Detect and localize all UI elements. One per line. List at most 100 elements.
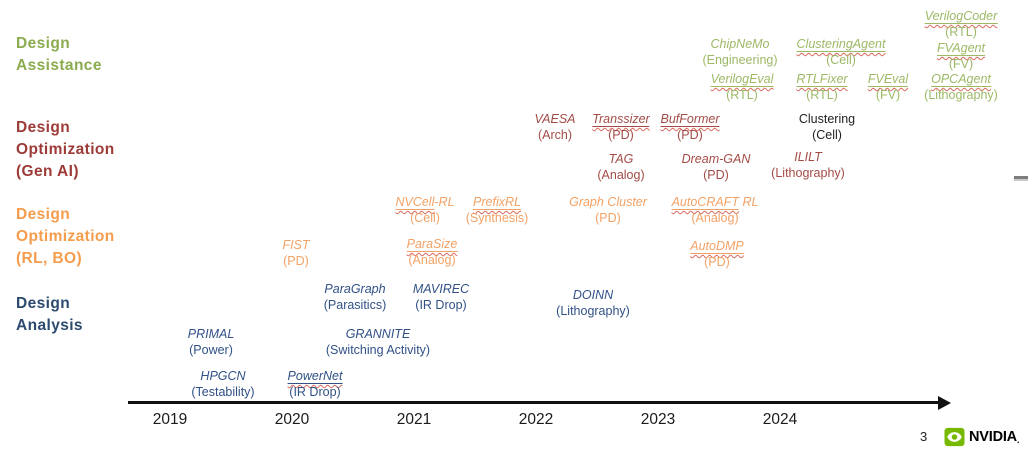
item-name: ParaSize: [406, 237, 458, 252]
year-label-2020: 2020: [274, 411, 310, 428]
timeline-item-dream-gan: Dream-GAN (PD): [682, 151, 751, 183]
item-category: (Analog): [597, 168, 645, 182]
item-category: (RTL): [945, 25, 977, 39]
item-name: OPCAgent: [931, 72, 991, 87]
item-category: (PD): [704, 255, 730, 269]
item-category: (PD): [703, 168, 729, 182]
timeline-item-parasize[interactable]: ParaSize (Analog): [406, 236, 458, 268]
item-name: AutoCRAFT RL: [671, 195, 759, 210]
item-category: (Power): [189, 343, 233, 357]
item-category: (Lithography): [556, 304, 630, 318]
timeline-item-verilogeval[interactable]: VerilogEval (RTL): [710, 71, 774, 103]
timeline-item-ililt: ILILT (Lithography): [771, 149, 845, 181]
item-name: PRIMAL: [187, 327, 235, 341]
timeline-item-graph-cluster: Graph Cluster (PD): [569, 194, 647, 226]
nvidia-eye-icon: [944, 427, 965, 447]
item-category: (IR Drop): [289, 385, 341, 399]
year-label-2019: 2019: [152, 411, 188, 428]
timeline-item-tag: TAG (Analog): [597, 151, 644, 183]
item-category: (Engineering): [702, 53, 778, 67]
item-category: (Lithography): [771, 166, 845, 180]
year-label-2022: 2022: [518, 411, 554, 428]
item-category: (RTL): [806, 88, 838, 102]
timeline-item-vaesa: VAESA (Arch): [535, 111, 576, 143]
timeline-item-autocraft[interactable]: AutoCRAFT RL (Analog): [671, 194, 759, 226]
item-name: FVEval: [867, 72, 909, 87]
item-category: (Parasitics): [323, 298, 387, 312]
timeline-item-nvcell[interactable]: NVCell-RL (Cell): [395, 194, 455, 226]
item-name: PowerNet: [287, 369, 343, 384]
item-name: NVCell-RL: [395, 195, 455, 210]
year-label-2023: 2023: [640, 411, 676, 428]
item-category: (Arch): [537, 128, 573, 142]
nvidia-wordmark: NVIDIA: [969, 429, 1019, 445]
row-label-design-analysis: Design Analysis: [16, 295, 83, 334]
timeline-item-rtlfixer[interactable]: RTLFixer (RTL): [796, 71, 848, 103]
item-name: VAESA: [534, 112, 576, 126]
timeline-item-verilogcoder[interactable]: VerilogCoder (RTL): [924, 8, 998, 40]
timeline-item-grannite: GRANNITE (Switching Activity): [326, 326, 430, 358]
timeline-axis: [128, 401, 940, 404]
item-name: Clustering: [798, 112, 856, 126]
timeline-item-hpgcn: HPGCN (Testability): [191, 368, 254, 400]
item-name: AutoDMP: [690, 239, 744, 254]
item-category: (Switching Activity): [325, 343, 431, 357]
timeline-item-transsizer[interactable]: Transsizer (PD): [592, 111, 650, 143]
timeline-item-autodmp[interactable]: AutoDMP (PD): [690, 238, 744, 270]
item-name: TAG: [608, 152, 634, 166]
row-label-design-assistance: Design Assistance: [16, 35, 102, 74]
item-name: ILILT: [794, 150, 822, 164]
timeline-axis-arrowhead-icon: [938, 395, 951, 410]
item-category: (Cell): [812, 128, 842, 142]
item-category: (IR Drop): [415, 298, 467, 312]
row-label-design-optimization-gen-ai: Design Optimization (Gen AI): [16, 119, 115, 180]
timeline-item-fist: FIST (PD): [282, 237, 309, 269]
item-category: (Cell): [410, 211, 440, 225]
item-category: (Analog): [691, 211, 739, 225]
item-category: (Lithography): [924, 88, 998, 102]
item-category: (FV): [875, 88, 901, 102]
row-label-design-optimization-rl-bo: Design Optimization (RL, BO): [16, 206, 115, 267]
item-name: Dream-GAN: [681, 152, 751, 166]
item-name: PrefixRL: [473, 195, 521, 210]
nvidia-logo: NVIDIA: [944, 427, 1019, 447]
item-category: (FV): [948, 57, 974, 71]
page-number: 3: [920, 429, 928, 444]
item-category: (Analog): [408, 253, 456, 267]
timeline-item-fveval[interactable]: FVEval (FV): [867, 71, 909, 103]
item-name: RTLFixer: [796, 72, 848, 87]
timeline-item-chipnemo: ChipNeMo (Engineering): [702, 36, 777, 68]
timeline-item-clusteringagent[interactable]: ClusteringAgent (Cell): [796, 36, 886, 68]
item-name: FIST: [282, 238, 310, 252]
timeline-item-powernet[interactable]: PowerNet (IR Drop): [287, 368, 343, 400]
item-category: (PD): [595, 211, 621, 225]
timeline-item-paragraph: ParaGraph (Parasitics): [324, 281, 387, 313]
item-category: (Synthesis): [465, 211, 529, 225]
item-category: (Cell): [826, 53, 856, 67]
timeline-item-primal: PRIMAL (Power): [188, 326, 235, 358]
timeline-item-clustering: Clustering (Cell): [799, 111, 855, 143]
item-name: VerilogEval: [710, 72, 774, 87]
item-category: (RTL): [726, 88, 758, 102]
item-category: (PD): [283, 254, 309, 268]
item-name: HPGCN: [200, 369, 246, 383]
item-name: GRANNITE: [345, 327, 411, 341]
timeline-item-prefixrl[interactable]: PrefixRL (Synthesis): [465, 194, 529, 226]
item-name: MAVIREC: [412, 282, 470, 296]
item-name: DOINN: [572, 288, 614, 302]
item-name: ParaGraph: [324, 282, 386, 296]
item-name: Graph Cluster: [569, 195, 647, 209]
timeline-item-mavirec: MAVIREC (IR Drop): [413, 281, 469, 313]
item-category: (Testability): [191, 385, 255, 399]
year-label-2024: 2024: [762, 411, 798, 428]
item-category: (PD): [608, 128, 634, 142]
scrollbar-fragment[interactable]: [1014, 176, 1028, 181]
year-label-2021: 2021: [396, 411, 432, 428]
timeline-item-doinn: DOINN (Lithography): [556, 287, 630, 319]
timeline-item-opcagent[interactable]: OPCAgent (Lithography): [924, 71, 998, 103]
timeline-item-fvagent[interactable]: FVAgent (FV): [937, 40, 985, 72]
timeline-item-bufformer[interactable]: BufFormer (PD): [660, 111, 720, 143]
item-name: VerilogCoder: [924, 9, 998, 24]
item-category: (PD): [677, 128, 703, 142]
